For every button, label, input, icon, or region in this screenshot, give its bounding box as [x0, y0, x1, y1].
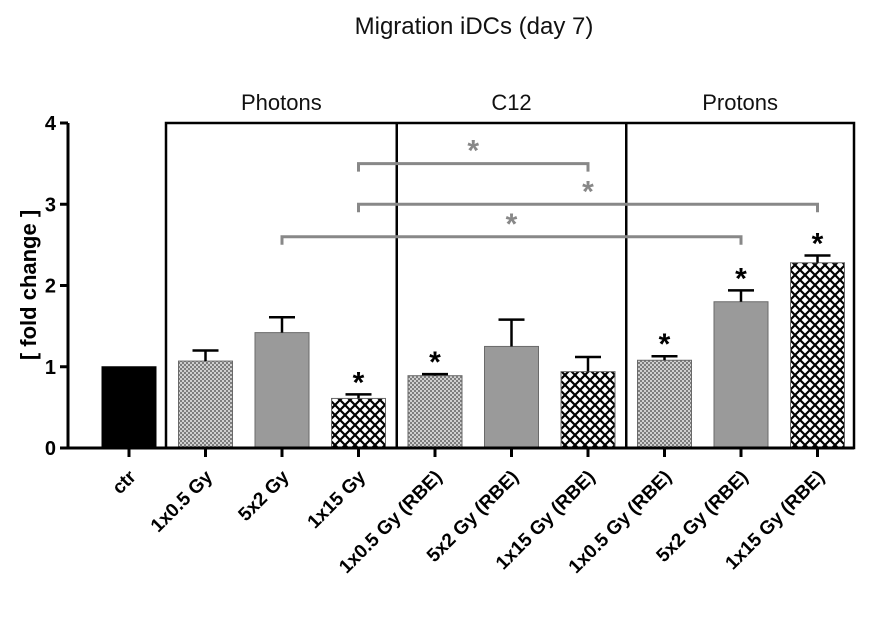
comparison-star: *: [467, 135, 479, 168]
bar: [178, 360, 233, 449]
significance-star: *: [353, 366, 365, 399]
x-tick-label: 1x15 Gy: [304, 466, 371, 533]
comparison-star: *: [506, 208, 518, 241]
bar: [254, 332, 310, 449]
comparison-brackets: * * *: [280, 135, 819, 245]
bar: [637, 359, 692, 449]
y-axis-label: [ fold change ]: [16, 210, 41, 360]
bars: * * * * *: [101, 227, 845, 449]
comparison-bracket: [280, 235, 743, 245]
bar: [407, 375, 463, 449]
significance-star: *: [812, 227, 824, 260]
bar: [560, 371, 616, 449]
significance-star: *: [429, 346, 441, 379]
group-labels: Photons C12 Protons: [241, 90, 778, 115]
bar: [790, 262, 845, 449]
bar: [713, 301, 769, 449]
significance-star: *: [735, 262, 747, 295]
x-tick-label: 5x2 Gy: [235, 466, 294, 525]
group-label: Protons: [702, 90, 778, 115]
comparison-star: *: [582, 175, 594, 208]
y-tick-label: 2: [45, 276, 56, 298]
x-tick-label: ctr: [109, 466, 141, 498]
bar: [101, 366, 157, 449]
bar: [331, 397, 386, 449]
x-tick-label: 1x0.5 Gy: [147, 466, 217, 536]
group-label: Photons: [241, 90, 322, 115]
chart-title: Migration iDCs (day 7): [355, 13, 594, 40]
y-tick-label: 4: [45, 113, 57, 135]
y-tick-label: 0: [45, 438, 56, 460]
significance-star: *: [659, 328, 671, 361]
y-ticks: 0 1 2 3 4: [45, 113, 68, 460]
comparison-bracket: [357, 162, 590, 172]
group-label: C12: [491, 90, 531, 115]
y-tick-label: 3: [45, 194, 56, 216]
bar: [484, 345, 539, 449]
comparison-bracket: [357, 202, 819, 213]
y-tick-label: 1: [45, 357, 56, 379]
